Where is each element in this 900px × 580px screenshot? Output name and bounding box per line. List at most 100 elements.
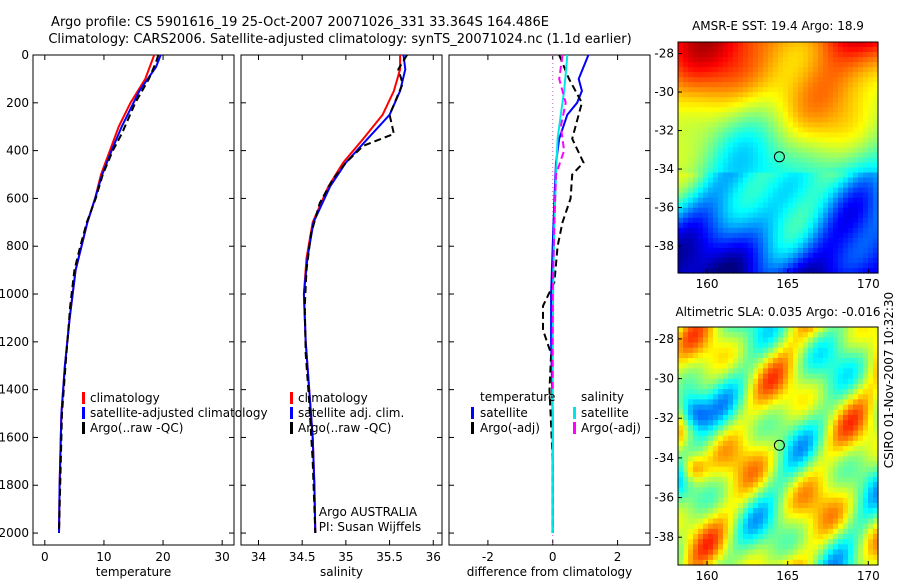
heatmap-cell	[838, 373, 844, 380]
heatmap-cell	[783, 52, 789, 58]
heatmap-cell	[868, 187, 874, 194]
heatmap-cell	[813, 162, 819, 169]
heatmap-cell	[823, 435, 829, 442]
heatmap-cell	[723, 383, 729, 390]
heatmap-cell	[808, 142, 814, 149]
heatmap-cell	[698, 477, 704, 483]
heatmap-cell	[718, 373, 724, 380]
heatmap-cell	[848, 389, 854, 395]
heatmap-cell	[763, 47, 769, 53]
heatmap-cell	[758, 202, 764, 209]
heatmap-cell	[758, 466, 764, 473]
heatmap-cell	[733, 97, 739, 103]
heatmap-cell	[848, 394, 854, 401]
heatmap-cell	[738, 72, 744, 78]
heatmap-cell	[833, 508, 839, 514]
heatmap-cell	[748, 262, 754, 269]
heatmap-cell	[823, 47, 829, 53]
heatmap-cell	[753, 482, 759, 488]
heatmap-cell	[848, 152, 854, 159]
heatmap-cell	[698, 497, 704, 504]
heatmap-cell	[813, 383, 819, 390]
heatmap-cell	[693, 420, 699, 426]
heatmap-cell	[768, 42, 774, 48]
heatmap-cell	[848, 368, 854, 375]
heatmap-cell	[833, 378, 839, 385]
heatmap-cell	[828, 167, 834, 174]
heatmap-cell	[858, 389, 864, 395]
heatmap-cell	[863, 152, 869, 159]
heatmap-cell	[683, 414, 689, 421]
heatmap-cell	[853, 122, 859, 128]
heatmap-cell	[788, 147, 794, 154]
heatmap-cell	[848, 157, 854, 164]
heatmap-cell	[768, 430, 774, 437]
heatmap-cell	[803, 518, 809, 525]
heatmap-cell	[843, 466, 849, 473]
heatmap-cell	[763, 142, 769, 149]
heatmap-cell	[683, 67, 689, 73]
heatmap-cell	[718, 404, 724, 411]
heatmap-cell	[778, 383, 784, 390]
heatmap-cell	[683, 252, 689, 259]
heatmap-cell	[708, 373, 714, 380]
heatmap-cell	[768, 122, 774, 128]
heatmap-cell	[823, 544, 829, 551]
legend-title: salinity	[581, 390, 624, 404]
heatmap-cell	[703, 67, 709, 73]
heatmap-cell	[818, 404, 824, 411]
heatmap-cell	[863, 257, 869, 264]
heatmap-cell	[828, 42, 834, 48]
heatmap-cell	[863, 440, 869, 447]
heatmap-cell	[783, 420, 789, 426]
heatmap-cell	[778, 389, 784, 395]
heatmap-cell	[768, 227, 774, 234]
heatmap-cell	[788, 487, 794, 494]
series-line	[303, 54, 408, 534]
heatmap-cell	[678, 212, 684, 219]
heatmap-cell	[858, 513, 864, 520]
heatmap-cell	[688, 42, 694, 48]
heatmap-cell	[873, 363, 879, 369]
heatmap-cell	[738, 451, 744, 457]
heatmap-cell	[818, 559, 824, 566]
heatmap-cell	[873, 404, 879, 411]
heatmap-cell	[743, 466, 749, 473]
heatmap-cell	[853, 446, 859, 452]
heatmap-cell	[848, 67, 854, 73]
heatmap-cell	[758, 142, 764, 149]
heatmap-cell	[818, 508, 824, 514]
heatmap-cell	[873, 132, 879, 139]
heatmap-cell	[803, 257, 809, 264]
heatmap-cell	[748, 142, 754, 149]
heatmap-cell	[848, 399, 854, 406]
heatmap-cell	[683, 132, 689, 139]
heatmap-cell	[838, 92, 844, 98]
heatmap-cell	[778, 127, 784, 133]
heatmap-cell	[763, 72, 769, 78]
heatmap-cell	[763, 414, 769, 421]
heatmap-cell	[798, 549, 804, 556]
heatmap-cell	[683, 327, 689, 333]
heatmap-cell	[848, 212, 854, 219]
heatmap-cell	[723, 378, 729, 385]
y-tick-label: -32	[654, 124, 674, 138]
heatmap-cell	[823, 487, 829, 494]
heatmap-cell	[768, 528, 774, 535]
heatmap-cell	[683, 435, 689, 442]
heatmap-cell	[728, 247, 734, 254]
heatmap-cell	[698, 172, 704, 179]
heatmap-cell	[778, 227, 784, 234]
x-tick-label: 30	[215, 550, 230, 564]
heatmap-cell	[798, 252, 804, 259]
heatmap-cell	[853, 137, 859, 144]
heatmap-cell	[743, 267, 749, 274]
heatmap-cell	[698, 182, 704, 189]
heatmap-cell	[758, 337, 764, 344]
heatmap-cell	[688, 383, 694, 390]
heatmap-cell	[873, 554, 879, 561]
heatmap-cell	[863, 373, 869, 380]
heatmap-cell	[713, 167, 719, 174]
heatmap-cell	[873, 47, 879, 53]
heatmap-cell	[823, 528, 829, 535]
